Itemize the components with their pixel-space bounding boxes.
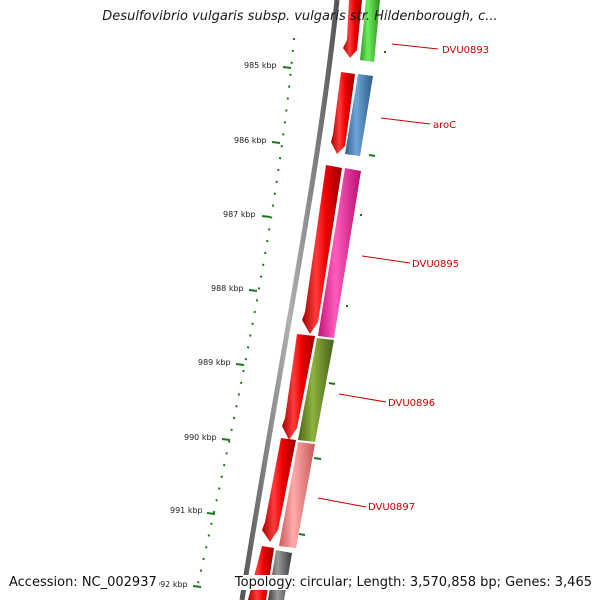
topology-info: Topology: circular; Length: 3,570,858 bp…	[231, 575, 592, 590]
cds-arrow[interactable]	[331, 72, 355, 154]
gene-label-aroc[interactable]: aroC	[433, 120, 456, 131]
cds-arrow[interactable]	[262, 438, 296, 542]
tick-label: 991 kbp	[170, 506, 203, 515]
tick-label: 988 kbp	[211, 284, 244, 293]
forward-cds-track	[248, 0, 362, 600]
gene-label-dvu0895[interactable]: DVU0895	[412, 259, 459, 270]
gene-labels: DVU0893 aroC DVU0895 DVU0896 DVU0897	[368, 45, 489, 513]
gene-feature-dvu0893[interactable]	[360, 0, 380, 62]
gene-label-dvu0896[interactable]: DVU0896	[388, 398, 435, 409]
gene-label-lines	[317, 43, 439, 508]
gene-feature-dvu0896[interactable]	[298, 338, 334, 442]
cds-arrow[interactable]	[282, 334, 315, 440]
tick-label: 987 kbp	[223, 210, 256, 219]
tick-label: 989 kbp	[198, 358, 231, 367]
feature-ticks	[298, 51, 386, 536]
kbp-tick-labels: 985 kbp 986 kbp 987 kbp 988 kbp 989 kbp …	[155, 61, 277, 589]
tick-label: 985 kbp	[244, 61, 277, 70]
tick-label: 986 kbp	[234, 136, 267, 145]
cds-arrow[interactable]	[302, 165, 342, 334]
gene-label-dvu0893[interactable]: DVU0893	[442, 45, 489, 56]
map-title: Desulfovibrio vulgaris subsp. vulgaris s…	[102, 9, 498, 24]
cds-arrow[interactable]	[343, 0, 362, 58]
gene-feature-dvu0895[interactable]	[318, 168, 361, 338]
gene-feature-aroc[interactable]	[345, 74, 373, 156]
kbp-tick-marks	[192, 66, 292, 588]
tick-label: 992 kbp	[155, 580, 188, 589]
gene-label-dvu0897[interactable]: DVU0897	[368, 502, 415, 513]
genome-backbone	[239, 0, 340, 600]
accession-label: Accession: NC_002937	[9, 575, 159, 590]
gene-feature-dvu0897[interactable]	[279, 442, 315, 548]
tick-label: 990 kbp	[184, 433, 217, 442]
